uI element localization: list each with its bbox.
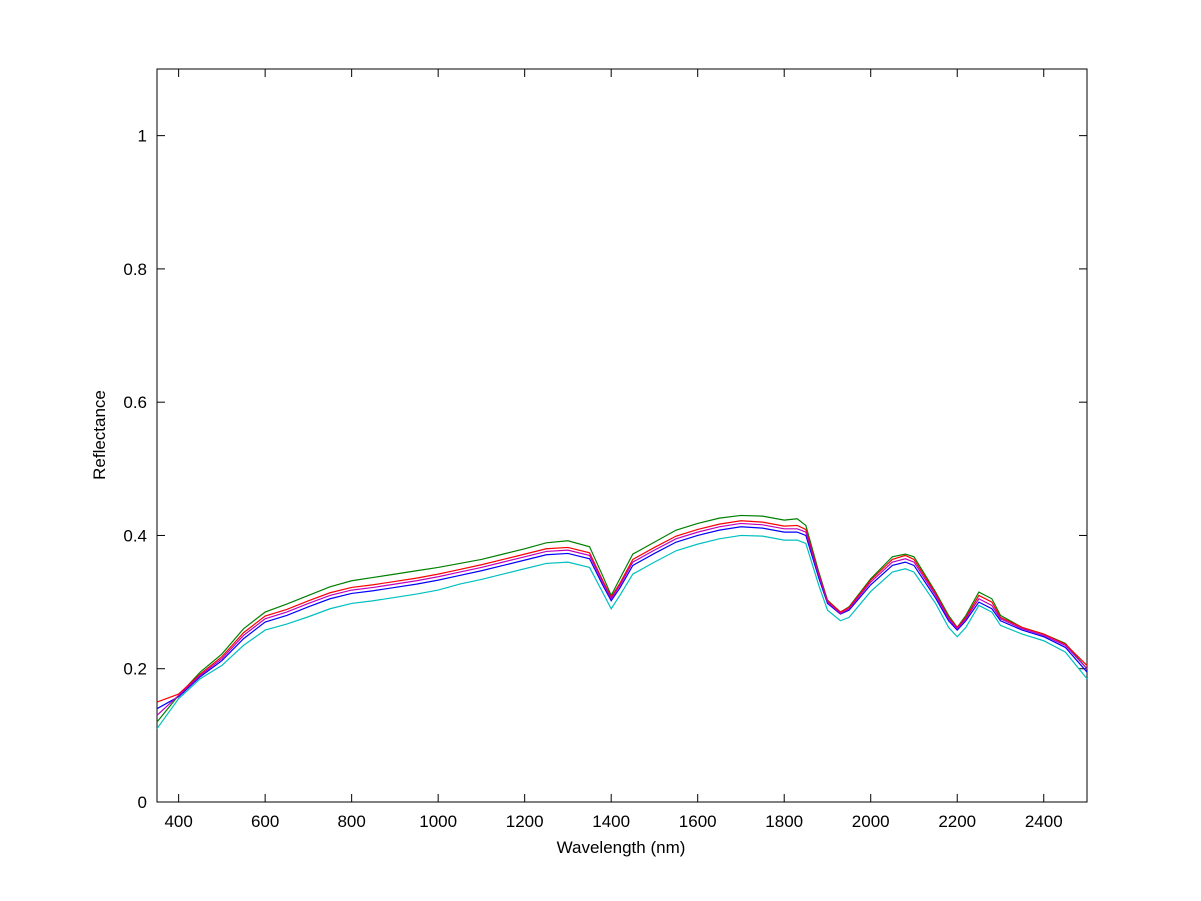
series-line [156, 522, 1088, 716]
series-line [156, 534, 1088, 730]
x-tick-label: 600 [251, 812, 279, 831]
y-tick-label: 0 [138, 793, 147, 812]
x-tick-label: 800 [337, 812, 365, 831]
x-tick-label: 1600 [679, 812, 717, 831]
x-tick-label: 2200 [938, 812, 976, 831]
plot-area [156, 68, 1088, 803]
y-tick-label: 0.2 [123, 660, 147, 679]
y-tick-label: 0.4 [123, 526, 147, 545]
series-line [156, 520, 1088, 703]
x-tick-label: 1000 [419, 812, 457, 831]
series-line [156, 514, 1088, 723]
x-tick-label: 1400 [592, 812, 630, 831]
x-tick-label: 400 [164, 812, 192, 831]
y-axis-label: Reflectance [90, 390, 109, 480]
x-tick-label: 1200 [506, 812, 544, 831]
x-tick-label: 2000 [852, 812, 890, 831]
x-tick-label: 1800 [765, 812, 803, 831]
series-line [156, 526, 1088, 710]
y-tick-label: 0.6 [123, 393, 147, 412]
x-axis-label: Wavelength (nm) [557, 838, 686, 857]
x-tick-label: 2400 [1025, 812, 1063, 831]
y-tick-label: 1 [138, 127, 147, 146]
y-tick-label: 0.8 [123, 260, 147, 279]
